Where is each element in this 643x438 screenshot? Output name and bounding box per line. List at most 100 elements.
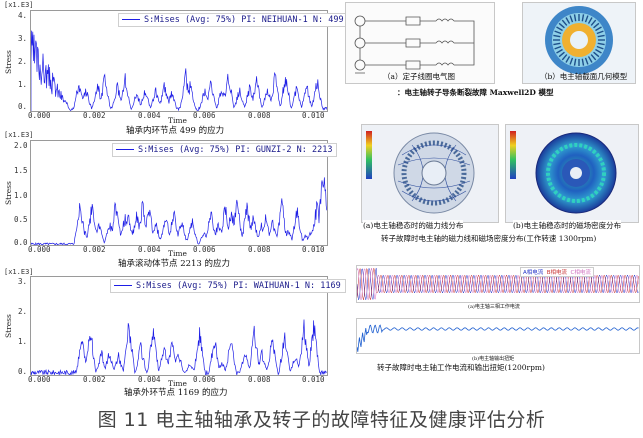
current-subcaption: (a)电主轴三相工作电流 <box>468 304 520 310</box>
plot1-xtick: 0.008 <box>248 111 271 120</box>
plot3-xtick: 0.002 <box>83 375 106 384</box>
plot2-xtick: 0.004 <box>138 245 161 254</box>
flux-line-panel <box>361 124 499 223</box>
plot3-ylabel: Stress <box>4 314 13 338</box>
plot2-xtick: 0.006 <box>193 245 216 254</box>
plot2-ytick: 0.5 <box>14 215 28 224</box>
legend-phase-b: B相电流 <box>546 270 568 276</box>
torque-subcaption: (b)电主轴输出扭矩 <box>472 356 515 362</box>
plot2-xtick: 0.008 <box>248 245 271 254</box>
plot2-signal <box>30 177 328 246</box>
stator-slot <box>581 58 585 66</box>
plot3-ytick: 3. <box>18 277 28 286</box>
phase-current-trace <box>356 267 639 301</box>
three-phase-current <box>356 267 639 301</box>
current-legend: A相电流 B相电流 C相电流 <box>520 267 594 277</box>
stator-slot <box>597 34 605 38</box>
plot1-xtick: 0.002 <box>83 111 106 120</box>
stator-slot <box>556 26 563 32</box>
plot3-legend-swatch <box>114 285 132 286</box>
geometry-subcaption: （b）电主轴截面几何模型 <box>540 72 628 81</box>
stator-slot <box>561 54 568 61</box>
plot1-legend-swatch <box>122 19 140 20</box>
stress-trace <box>30 177 328 246</box>
plot3-ytick: 2. <box>18 307 28 316</box>
maxwell-caption: ：电主轴转子导条断裂故障 Maxwell2D 模型 <box>397 88 554 97</box>
current-torque-caption: 转子故障时电主轴工作电流和输出扭矩(1200rpm) <box>377 363 545 372</box>
density-subcaption: (b)电主轴稳态时的磁场密度分布 <box>513 220 622 231</box>
stator-slot <box>558 22 565 29</box>
phase-current-trace <box>356 267 639 301</box>
plot1-xtick: 0.010 <box>302 111 325 120</box>
plot1-signal <box>30 30 328 112</box>
magnetic-caption: 转子故障时电主轴的磁力线和磁场密度分布(工作转速 1300rpm) <box>381 234 597 243</box>
figure-caption: 图 11 电主轴轴承及转子的故障特征及健康评估分析 <box>97 409 546 431</box>
plot1-ytick: 3. <box>18 34 28 43</box>
density-panel <box>505 124 639 223</box>
stator-slot <box>587 17 593 24</box>
plot2-xtick: 0.000 <box>28 245 51 254</box>
phase-current-trace <box>356 267 639 301</box>
flux-density-distribution <box>510 131 617 214</box>
plot2-caption: 轴承滚动体节点 2213 的应力 <box>118 259 231 269</box>
plot3-exponent: [x1.E3] <box>4 268 34 276</box>
stator-slot <box>584 15 589 23</box>
stator-slot <box>587 56 593 63</box>
plot1-ytick: 0. <box>18 102 28 111</box>
plot2-ylabel: Stress <box>4 181 13 205</box>
flux-subcaption: (a)电主轴稳态时的磁力线分布 <box>363 220 464 231</box>
plot1-ytick: 1. <box>18 80 28 89</box>
plot2-ytick: 2.0 <box>14 141 28 150</box>
plot2-xtick: 0.002 <box>83 245 106 254</box>
stator-slot <box>596 45 604 50</box>
legend-phase-a: A相电流 <box>523 270 544 276</box>
stator-slot <box>561 19 568 26</box>
plot2-xlabel: Time <box>168 249 187 258</box>
plot1-ytick: 4. <box>18 11 28 20</box>
plot3-xtick: 0.008 <box>248 375 271 384</box>
plot3-xtick: 0.006 <box>193 375 216 384</box>
plot1-xtick: 0.000 <box>28 111 51 120</box>
flux-line-distribution <box>366 131 475 214</box>
plot3-ytick: 0. <box>18 367 28 376</box>
circuit-subcaption: （a）定子线圈电气图 <box>383 72 455 81</box>
stator-slot <box>554 45 562 50</box>
stator-slot <box>553 34 561 38</box>
stator-slot <box>596 30 604 35</box>
torque-plot <box>356 318 640 354</box>
stator-slot <box>565 17 571 24</box>
stator-slot <box>573 58 577 66</box>
plot1-caption: 轴承内环节点 499 的应力 <box>126 126 225 136</box>
legend-phase-c: C相电流 <box>570 270 591 276</box>
stator-slot <box>569 15 574 23</box>
plot3-xtick: 0.010 <box>302 375 325 384</box>
stator-slot <box>565 56 571 63</box>
cross-section-geometry <box>545 6 613 74</box>
geometry-model <box>522 2 636 84</box>
stator-slot <box>554 30 562 35</box>
plot3-xtick: 0.004 <box>138 375 161 384</box>
stress-trace <box>30 319 327 376</box>
plot1-area <box>30 10 328 112</box>
stator-slot <box>590 19 597 26</box>
plot3-xlabel: Time <box>168 379 187 388</box>
plot2-legend: S:Mises (Avg: 75%) PI: GUNZI-2 N: 2213 <box>112 143 338 157</box>
plot3-signal <box>30 319 327 376</box>
output-torque <box>356 324 639 352</box>
stator-slot <box>595 48 602 54</box>
plot2-ytick: 1.0 <box>14 191 28 200</box>
stator-slot <box>569 57 574 65</box>
plot2-xtick: 0.010 <box>302 245 325 254</box>
plot3-legend: S:Mises (Avg: 75%) PI: WAIHUAN-1 N: 1169 <box>110 279 346 293</box>
plot2-legend-text: S:Mises (Avg: 75%) PI: GUNZI-2 N: 2213 <box>138 145 333 155</box>
stator-slot <box>556 48 563 54</box>
stator-slot <box>581 14 585 22</box>
plot1-ylabel: Stress <box>4 50 13 74</box>
plot2-exponent: [x1.E3] <box>4 131 34 139</box>
stator-slot <box>584 57 589 65</box>
stator-slot <box>573 14 577 22</box>
plot3-ytick: 1. <box>18 337 28 346</box>
stator-slot <box>593 51 600 58</box>
plot1-exponent: [x1.E3] <box>4 1 34 9</box>
circuit-diagram <box>345 2 495 84</box>
